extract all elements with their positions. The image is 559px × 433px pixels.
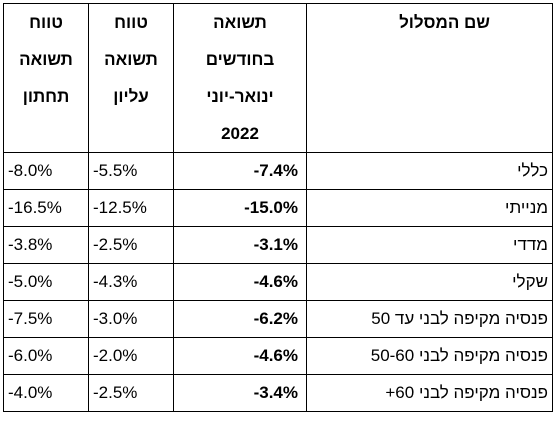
lower-range-cell: -8.0%	[3, 152, 89, 190]
track-name-cell: שקלי	[306, 263, 553, 301]
header-lower-line: טווח	[29, 13, 63, 32]
lower-range-cell: -3.8%	[3, 226, 89, 264]
upper-range-cell: -4.3%	[88, 263, 174, 301]
lower-range-cell: -5.0%	[3, 263, 89, 301]
header-lower-line: תחתון	[22, 87, 70, 106]
table-row: פנסיה מקיפה לבני עד 50 -6.2% -3.0% -7.5%	[3, 300, 553, 338]
header-upper-line: עליון	[113, 87, 149, 106]
track-name-cell: מנייתי	[306, 189, 553, 227]
return-cell: -3.4%	[173, 374, 307, 412]
table-row: מנייתי -15.0% -12.5% -16.5%	[3, 189, 553, 227]
track-name-cell: פנסיה מקיפה לבני 60+	[306, 374, 553, 412]
header-return-line: 2022	[221, 124, 259, 143]
lower-range-cell: -4.0%	[3, 374, 89, 412]
upper-range-cell: -2.5%	[88, 374, 174, 412]
table-row: כללי -7.4% -5.5% -8.0%	[3, 152, 553, 190]
track-name-cell: מדדי	[306, 226, 553, 264]
header-track-name-line: שם המסלול	[399, 13, 490, 32]
header-lower-line: תשואה	[19, 50, 73, 69]
table-row: שקלי -4.6% -4.3% -5.0%	[3, 263, 553, 301]
upper-range-cell: -5.5%	[88, 152, 174, 190]
return-cell: -4.6%	[173, 337, 307, 375]
header-row: שם המסלול תשואה בחודשים ינואר-יוני 2022 …	[3, 3, 553, 153]
track-name-cell: פנסיה מקיפה לבני עד 50	[306, 300, 553, 338]
return-cell: -4.6%	[173, 263, 307, 301]
upper-range-cell: -2.0%	[88, 337, 174, 375]
upper-range-cell: -3.0%	[88, 300, 174, 338]
table-row: מדדי -3.1% -2.5% -3.8%	[3, 226, 553, 264]
return-cell: -15.0%	[173, 189, 307, 227]
return-cell: -7.4%	[173, 152, 307, 190]
lower-range-cell: -16.5%	[3, 189, 89, 227]
track-name-cell: פנסיה מקיפה לבני 50-60	[306, 337, 553, 375]
track-name-cell: כללי	[306, 152, 553, 190]
header-return-line: בחודשים	[205, 50, 275, 69]
table-header: שם המסלול תשואה בחודשים ינואר-יוני 2022 …	[3, 3, 553, 153]
header-track-name: שם המסלול	[306, 3, 553, 153]
header-return-jan-jun: תשואה בחודשים ינואר-יוני 2022	[173, 3, 307, 153]
return-cell: -3.1%	[173, 226, 307, 264]
table-row: פנסיה מקיפה לבני 50-60 -4.6% -2.0% -6.0%	[3, 337, 553, 375]
header-upper-line: תשואה	[104, 50, 158, 69]
upper-range-cell: -2.5%	[88, 226, 174, 264]
header-upper-range: טווח תשואה עליון	[88, 3, 174, 153]
lower-range-cell: -7.5%	[3, 300, 89, 338]
table-row: פנסיה מקיפה לבני 60+ -3.4% -2.5% -4.0%	[3, 374, 553, 412]
lower-range-cell: -6.0%	[3, 337, 89, 375]
header-lower-range: טווח תשואה תחתון	[3, 3, 89, 153]
returns-table: שם המסלול תשואה בחודשים ינואר-יוני 2022 …	[3, 3, 553, 412]
upper-range-cell: -12.5%	[88, 189, 174, 227]
return-cell: -6.2%	[173, 300, 307, 338]
header-return-line: ינואר-יוני	[206, 87, 274, 106]
table-body: כללי -7.4% -5.5% -8.0% מנייתי -15.0% -12…	[3, 152, 553, 412]
header-upper-line: טווח	[114, 13, 148, 32]
header-return-line: תשואה	[213, 13, 267, 32]
